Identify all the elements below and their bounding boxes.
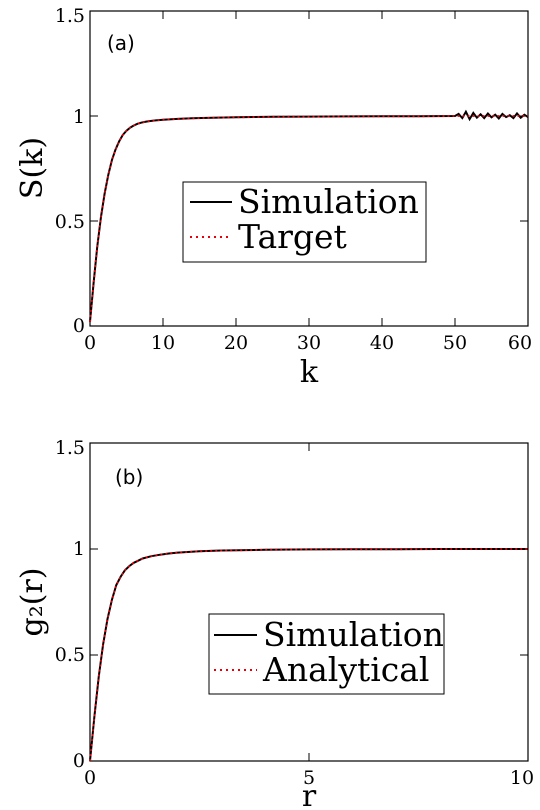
legend-b: Simulation Analytical <box>208 613 445 695</box>
xtick-label-a-5: 50 <box>443 332 467 354</box>
ytick-label-b-1: 0.5 <box>55 644 85 666</box>
ytick-label-a-3: 1.5 <box>55 5 85 27</box>
y-axis-title-b: g₂(r) <box>15 568 50 637</box>
lines-b <box>89 548 528 762</box>
legend-label-simulation-b: Simulation <box>263 615 444 654</box>
panel-label-b: (b) <box>115 465 143 489</box>
xtick-label-b-2: 10 <box>510 767 534 789</box>
legend-label-target-a: Target <box>238 217 347 256</box>
x-axis-title-b: r <box>302 779 317 810</box>
xtick-label-a-2: 20 <box>224 332 248 354</box>
legend-label-analytical-b: Analytical <box>262 650 429 689</box>
x-axis-title-a: k <box>300 355 319 390</box>
ytick-label-a-1: 0.5 <box>55 211 85 233</box>
ticks-b <box>89 442 529 762</box>
series-line-analytical-b <box>89 548 528 762</box>
panel-b: (b) 0 0.5 1 1.5 0 5 10 r g₂(r) Simulatio… <box>15 437 534 810</box>
y-axis-title-a: S(k) <box>15 137 50 199</box>
xtick-label-b-1: 5 <box>303 767 315 789</box>
xtick-label-a-0: 0 <box>84 332 96 354</box>
xtick-label-a-1: 10 <box>151 332 175 354</box>
legend-box-b <box>208 613 445 695</box>
plot-frame-b <box>89 442 529 762</box>
ytick-label-b-3: 1.5 <box>55 437 85 459</box>
lines-a <box>89 109 529 322</box>
legend-label-simulation-a: Simulation <box>238 182 419 221</box>
ytick-label-a-0: 0 <box>73 315 85 337</box>
plot-frame-a <box>89 10 529 327</box>
ytick-label-a-2: 1 <box>73 106 85 128</box>
xtick-label-a-4: 40 <box>370 332 394 354</box>
ticks-a <box>89 10 529 327</box>
panel-a: (a) 0 0.5 1 1.5 0 10 20 30 40 50 60 k S(… <box>15 5 532 390</box>
xtick-label-a-3: 30 <box>297 332 321 354</box>
ytick-label-b-2: 1 <box>73 538 85 560</box>
legend-a: Simulation Target <box>182 181 427 263</box>
xtick-label-b-0: 0 <box>84 767 96 789</box>
ytick-label-b-0: 0 <box>73 750 85 772</box>
legend-box-a <box>182 181 427 263</box>
xtick-label-a-6: 60 <box>508 332 532 354</box>
panel-label-a: (a) <box>107 31 135 55</box>
